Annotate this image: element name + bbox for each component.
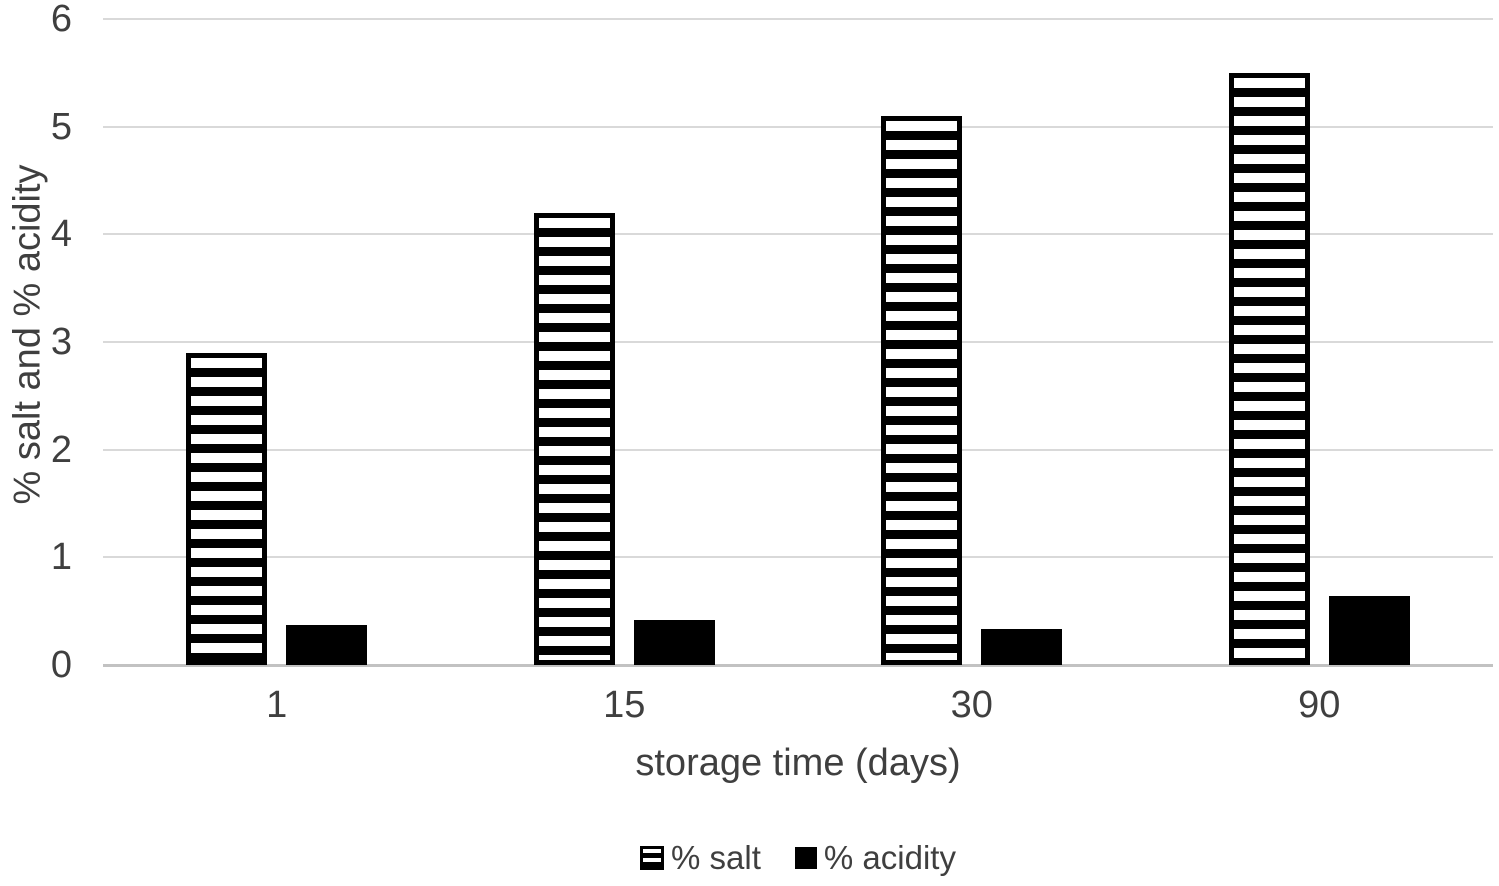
x-tick-label-15: 15: [603, 684, 646, 726]
x-tick-label-90: 90: [1298, 684, 1341, 726]
y-tick-label-1: 1: [50, 536, 72, 579]
salt-striped-swatch-icon: [640, 846, 665, 870]
x-axis-title: storage time (days): [635, 742, 961, 784]
bar-acidity-day-90: [1328, 596, 1410, 665]
gridline-1: [103, 556, 1493, 559]
plot-area: [103, 18, 1493, 667]
y-tick-label-0: 0: [50, 644, 72, 686]
x-axis-line: [103, 664, 1493, 667]
x-axis-tick-labels: 1 15 30 90: [103, 686, 1493, 728]
legend-item-acidity: % acidity: [794, 839, 956, 877]
legend-item-salt: % salt: [640, 839, 761, 877]
y-tick-label-5: 5: [50, 105, 72, 148]
gridline-2: [103, 448, 1493, 451]
y-tick-label-3: 3: [50, 321, 72, 363]
bar-salt-day-90: [1228, 73, 1310, 665]
bar-salt-day-30: [881, 116, 963, 665]
bar-acidity-day-1: [286, 625, 368, 665]
gridline-5: [103, 125, 1493, 128]
y-tick-label-2: 2: [50, 428, 72, 471]
y-axis-tick-labels: 0 1 2 3 4 5 6: [0, 0, 72, 684]
bar-salt-day-1: [186, 353, 268, 665]
bar-acidity-day-30: [981, 629, 1063, 665]
x-tick-label-1: 1: [266, 684, 288, 726]
legend-label-acidity: % acidity: [823, 839, 956, 876]
bar-acidity-day-15: [633, 620, 715, 665]
legend-label-salt: % salt: [671, 839, 761, 876]
gridline-3: [103, 341, 1493, 343]
bar-salt-day-15: [533, 213, 615, 665]
x-tick-label-30: 30: [950, 684, 993, 726]
gridline-6: [103, 18, 1493, 20]
legend: % salt % acidity: [103, 838, 1493, 878]
y-tick-label-4: 4: [50, 213, 72, 256]
acidity-solid-swatch-icon: [794, 847, 817, 869]
y-tick-label-6: 6: [50, 0, 72, 40]
gridline-4: [103, 233, 1493, 236]
